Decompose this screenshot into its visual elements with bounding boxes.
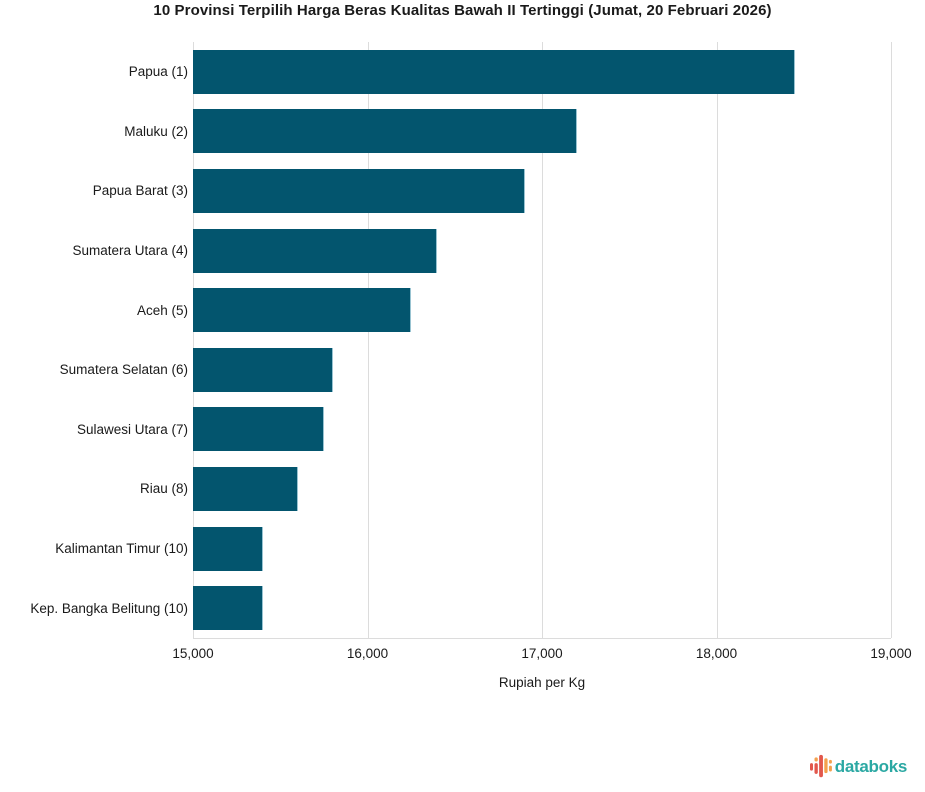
gridline (891, 42, 892, 638)
bar-8[interactable] (193, 467, 298, 511)
gridline (716, 42, 718, 638)
gridline (193, 42, 194, 638)
category-label: Kep. Bangka Belitung (10) (30, 600, 188, 616)
bar-7[interactable] (193, 407, 324, 452)
category-label: Sumatera Utara (4) (72, 243, 188, 259)
category-label: Kalimantan Timur (10) (55, 541, 188, 557)
category-label: Aceh (5) (136, 302, 188, 318)
y-axis-category-labels: Papua (1) Maluku (2) Papua Barat (3) Sumate… (0, 42, 188, 638)
databoks-bars-icon (809, 754, 832, 778)
category-label: Maluku (2) (124, 123, 188, 139)
plot-area (193, 42, 892, 639)
gridline (367, 42, 369, 638)
x-tick-label: 16,000 (346, 646, 389, 661)
category-label: Papua (1) (128, 64, 188, 80)
bar-9[interactable] (193, 526, 263, 571)
x-tick-label: 18,000 (695, 646, 738, 661)
category-label: Sumatera Selatan (6) (59, 362, 188, 378)
databoks-logo[interactable]: databoks (809, 754, 908, 779)
bar-3[interactable] (193, 169, 525, 213)
chart-title: 10 Provinsi Terpilih Harga Beras Kualita… (153, 2, 772, 19)
category-label: Riau (8) (139, 481, 188, 497)
bar-4[interactable] (193, 228, 438, 273)
bar-10[interactable] (193, 586, 263, 631)
category-label: Sulawesi Utara (7) (76, 421, 188, 437)
x-tick-label: 19,000 (870, 646, 912, 661)
category-label: Papua Barat (3) (92, 183, 188, 199)
bar-1[interactable] (193, 49, 796, 94)
bar-6[interactable] (193, 347, 333, 392)
x-axis-title: Rupiah per Kg (498, 675, 586, 690)
x-axis-tick-labels: 15,000 16,000 17,000 18,000 19,000 (172, 646, 911, 664)
bar-5[interactable] (193, 288, 412, 333)
bar-2[interactable] (193, 109, 577, 154)
databoks-logo-text: databoks (834, 756, 908, 776)
x-tick-label: 17,000 (521, 646, 563, 661)
gridline (542, 42, 543, 638)
x-tick-label: 15,000 (172, 646, 214, 661)
